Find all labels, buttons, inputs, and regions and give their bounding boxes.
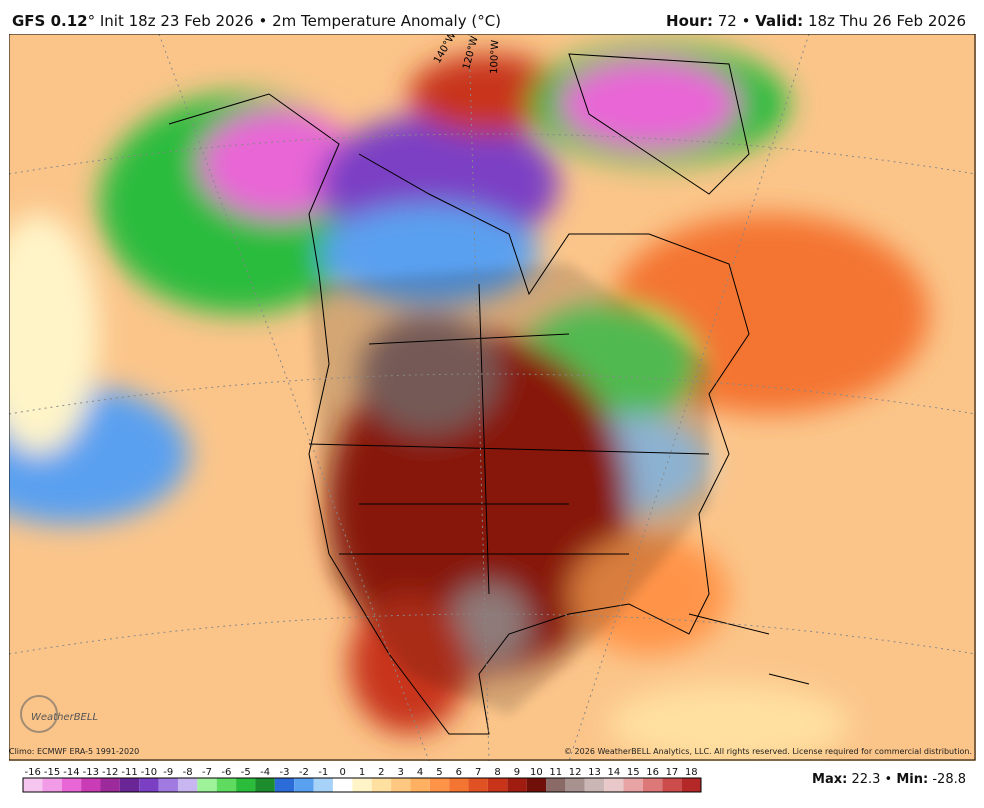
colorbar-label: -14	[63, 767, 79, 778]
colorbar-swatch	[313, 778, 333, 792]
stats: Max: 22.3 • Min: -28.8	[812, 772, 966, 787]
colorbar-swatch	[100, 778, 120, 792]
colorbar-swatch	[449, 778, 469, 792]
colorbar-label: 11	[549, 767, 562, 778]
colorbar-swatch	[487, 778, 508, 792]
colorbar-swatch	[526, 778, 547, 792]
valid-label: Valid:	[755, 12, 804, 30]
colorbar-label: -13	[83, 767, 99, 778]
colorbar-swatch	[681, 778, 701, 792]
colorbar-label: -11	[121, 767, 137, 778]
graticule	[9, 34, 976, 761]
colorbar-label: 9	[514, 767, 520, 778]
coastlines	[168, 53, 810, 735]
land-shade	[308, 263, 710, 715]
colorbar-swatch	[391, 778, 411, 792]
colorbar-swatch	[507, 778, 527, 792]
colorbar-label: 6	[456, 767, 462, 778]
logo: WeatherBELL	[31, 712, 98, 723]
separator: •	[884, 772, 893, 787]
colorbar-swatch	[61, 778, 82, 792]
colorbar-label: 10	[530, 767, 543, 778]
colorbar-label: 13	[588, 767, 601, 778]
colorbar-label: -4	[260, 767, 270, 778]
colorbar-swatch	[177, 778, 198, 792]
colorbar-label: 0	[339, 767, 345, 778]
colorbar-swatch	[255, 778, 275, 792]
separator: •	[741, 12, 751, 30]
colorbar-swatch	[332, 778, 353, 792]
colorbar-swatch	[623, 778, 643, 792]
logo-mark	[20, 695, 58, 733]
min-label: Min:	[896, 772, 929, 787]
colorbar-label: 8	[494, 767, 500, 778]
colorbar-swatch	[410, 778, 430, 792]
colorbar-label: 12	[569, 767, 582, 778]
colorbar-label: 17	[666, 767, 679, 778]
meridian-label: 100°W	[489, 40, 501, 74]
map-frame	[9, 34, 976, 761]
colorbar-label: -3	[280, 767, 290, 778]
colorbar-swatch	[81, 778, 101, 792]
colorbar-label: -6	[221, 767, 231, 778]
colorbar-label: 16	[646, 767, 659, 778]
colorbar-label: 14	[607, 767, 620, 778]
colorbar-label: -5	[241, 767, 251, 778]
min: -28.8	[932, 772, 966, 787]
copyright: © 2026 WeatherBELL Analytics, LLC. All r…	[564, 747, 972, 756]
colorbar-label: -1	[318, 767, 328, 778]
title: GFS 0.12° Init 18z 23 Feb 2026 • 2m Temp…	[12, 12, 501, 30]
colorbar-swatch	[119, 778, 140, 792]
colorbar-label: -9	[163, 767, 173, 778]
colorbar-swatch	[662, 778, 682, 792]
colorbar-swatch	[42, 778, 62, 792]
model: GFS 0.12	[12, 12, 88, 30]
colorbar-swatch	[216, 778, 237, 792]
colorbar-label: 18	[685, 767, 698, 778]
climo: Climo: ECMWF ERA-5 1991-2020	[9, 747, 140, 756]
colorbar-swatch	[236, 778, 256, 792]
colorbar-label: -10	[141, 767, 157, 778]
colorbar-label: -8	[183, 767, 193, 778]
colorbar-swatch	[158, 778, 178, 792]
colorbar-swatch	[197, 778, 217, 792]
hour: 72	[717, 12, 737, 30]
colorbar-label: -2	[299, 767, 309, 778]
colorbar-frame	[22, 777, 702, 793]
colorbar-label: -7	[202, 767, 212, 778]
title-text: ° Init 18z 23 Feb 2026 • 2m Temperature …	[87, 12, 502, 30]
colorbar-swatch	[468, 778, 488, 792]
colorbar-label: 5	[436, 767, 442, 778]
colorbar-label: -15	[44, 767, 60, 778]
max: 22.3	[851, 772, 881, 787]
colorbar-label: 15	[627, 767, 640, 778]
colorbar-swatch	[274, 778, 295, 792]
max-label: Max:	[812, 772, 848, 787]
colorbar-label: -12	[102, 767, 118, 778]
colorbar-label: 4	[417, 767, 423, 778]
colorbar-swatch	[546, 778, 566, 792]
colorbar-swatch	[139, 778, 159, 792]
colorbar-swatch	[429, 778, 450, 792]
colorbar-swatch	[23, 778, 43, 792]
colorbar-swatch	[371, 778, 392, 792]
colorbar: -16 -15 -14 -13 -12 -11 -10 -9 -8 -7 -6 -5 -4 -3 -2 -1 0…	[22, 767, 702, 793]
colorbar-swatch	[565, 778, 585, 792]
hour-label: Hour:	[666, 12, 713, 30]
valid-info: Hour: 72 • Valid: 18z Thu 26 Feb 2026	[666, 12, 966, 30]
colorbar-swatch	[584, 778, 605, 792]
colorbar-label: 1	[359, 767, 365, 778]
colorbar-swatch	[294, 778, 314, 792]
colorbar-swatch	[604, 778, 624, 792]
colorbar-label: 3	[398, 767, 404, 778]
colorbar-label: -16	[25, 767, 41, 778]
colorbar-label: 2	[378, 767, 384, 778]
map: 140°W 120°W 100°W WeatherBELL	[9, 34, 976, 761]
colorbar-label: 7	[475, 767, 481, 778]
colorbar-swatch	[642, 778, 663, 792]
valid: 18z Thu 26 Feb 2026	[807, 12, 966, 30]
colorbar-swatch	[352, 778, 372, 792]
